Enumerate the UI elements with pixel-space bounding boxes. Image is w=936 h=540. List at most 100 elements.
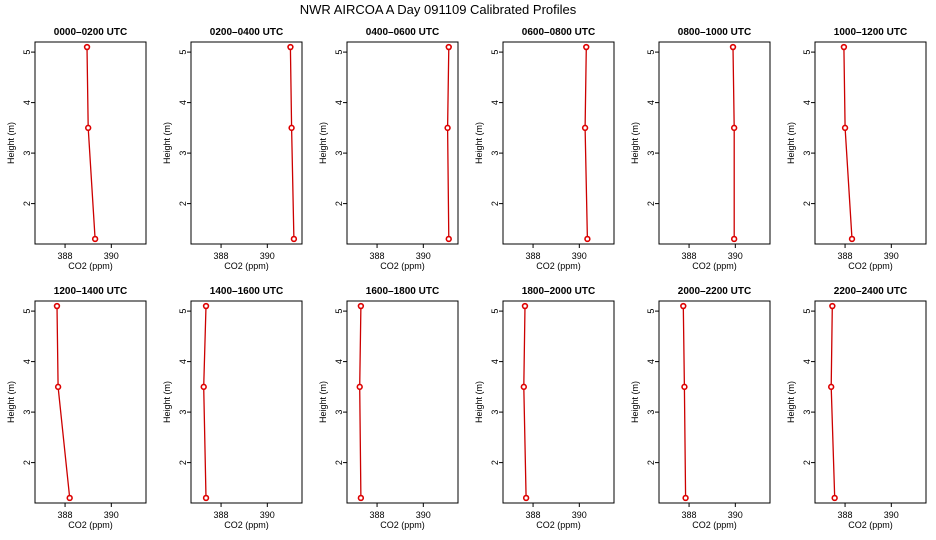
y-axis-label: Height (m) — [162, 122, 172, 164]
x-tick-label: 388 — [58, 251, 73, 261]
x-tick-label: 390 — [728, 510, 743, 520]
profile-line — [682, 306, 687, 498]
profile-point — [522, 494, 530, 502]
y-tick-label: 2 — [490, 201, 500, 206]
y-tick-label: 4 — [334, 100, 344, 105]
y-tick-label: 5 — [22, 309, 32, 314]
y-tick-label: 4 — [646, 100, 656, 105]
x-axis-label: CO2 (ppm) — [380, 261, 425, 271]
y-tick-label: 3 — [490, 151, 500, 156]
y-axis-label: Height (m) — [474, 122, 484, 164]
plot-frame — [814, 300, 927, 504]
y-tick-label: 2 — [334, 460, 344, 465]
y-tick-label: 4 — [22, 359, 32, 364]
profile-point — [730, 235, 738, 243]
y-tick-label: 4 — [178, 100, 188, 105]
profile-point — [84, 124, 92, 132]
y-axis-label: Height (m) — [630, 122, 640, 164]
profile-point — [827, 383, 835, 391]
profile-line — [289, 47, 295, 239]
profile-point — [444, 124, 451, 132]
x-tick-label: 388 — [682, 251, 697, 261]
profile-point — [584, 235, 591, 243]
profile-point — [290, 235, 298, 243]
plot-frame — [502, 300, 615, 504]
plot-frame — [34, 300, 147, 504]
y-tick-label: 2 — [22, 201, 32, 206]
panel-title: 2200–2400 UTC — [834, 286, 907, 297]
y-tick-label: 2 — [646, 460, 656, 465]
y-tick-label: 4 — [646, 359, 656, 364]
y-tick-label: 2 — [490, 460, 500, 465]
profile-point — [581, 124, 589, 132]
x-tick-label: 390 — [572, 251, 587, 261]
profile-point — [829, 302, 836, 310]
profile-point — [357, 302, 365, 310]
y-tick-label: 4 — [490, 359, 500, 364]
x-tick-label: 388 — [58, 510, 73, 520]
panel-title: 1600–1800 UTC — [366, 286, 439, 297]
profile-point — [682, 494, 689, 502]
plot-frame — [814, 41, 927, 245]
y-tick-label: 4 — [334, 359, 344, 364]
x-axis-label: CO2 (ppm) — [224, 261, 269, 271]
profile-point — [356, 383, 363, 391]
panel-grid: 0000–0200 UTC 388 390 2 3 4 5 CO2 (ppm) Height (… — [6, 27, 927, 530]
x-axis-label: CO2 (ppm) — [380, 520, 425, 530]
y-axis-label: Height (m) — [474, 381, 484, 423]
y-tick-label: 5 — [22, 50, 32, 55]
x-tick-label: 388 — [526, 510, 541, 520]
x-axis-label: CO2 (ppm) — [68, 520, 113, 530]
profile-point — [200, 383, 207, 391]
x-tick-label: 388 — [214, 510, 229, 520]
plot-frame — [502, 41, 615, 245]
y-tick-label: 3 — [22, 410, 32, 415]
y-tick-label: 3 — [334, 410, 344, 415]
y-axis-label: Height (m) — [6, 122, 16, 164]
profile-panel: 0000–0200 UTC 388 390 2 3 4 5 CO2 (ppm) Height (… — [6, 27, 147, 271]
x-tick-label: 388 — [682, 510, 697, 520]
profile-line — [843, 47, 853, 239]
x-axis-label: CO2 (ppm) — [692, 520, 737, 530]
x-tick-label: 390 — [572, 510, 587, 520]
profile-line — [446, 47, 450, 239]
y-tick-label: 5 — [334, 50, 344, 55]
x-tick-label: 390 — [104, 510, 119, 520]
panel-title: 0200–0400 UTC — [210, 27, 283, 38]
profile-point — [520, 383, 528, 391]
x-tick-label: 390 — [416, 510, 431, 520]
profile-point — [54, 383, 62, 391]
y-tick-label: 5 — [490, 50, 500, 55]
profile-point — [840, 43, 848, 51]
x-tick-label: 388 — [370, 251, 385, 261]
profile-point — [202, 494, 210, 502]
x-axis-label: CO2 (ppm) — [224, 520, 269, 530]
y-tick-label: 3 — [178, 151, 188, 156]
x-tick-label: 390 — [884, 510, 899, 520]
y-tick-label: 2 — [802, 460, 812, 465]
profile-point — [521, 302, 529, 310]
x-axis-label: CO2 (ppm) — [536, 261, 581, 271]
panel-title: 2000–2200 UTC — [678, 286, 751, 297]
x-tick-label: 388 — [370, 510, 385, 520]
y-tick-label: 5 — [802, 50, 812, 55]
profile-point — [445, 43, 452, 51]
profile-point — [841, 124, 849, 132]
profile-point — [848, 235, 856, 243]
profile-line — [830, 306, 836, 498]
plot-frame — [346, 41, 459, 245]
y-tick-label: 5 — [334, 309, 344, 314]
y-tick-label: 4 — [490, 100, 500, 105]
x-axis-label: CO2 (ppm) — [848, 520, 893, 530]
x-tick-label: 388 — [838, 510, 853, 520]
panel-title: 1000–1200 UTC — [834, 27, 907, 38]
x-tick-label: 390 — [884, 251, 899, 261]
y-tick-label: 4 — [178, 359, 188, 364]
y-tick-label: 5 — [646, 309, 656, 314]
y-tick-label: 5 — [646, 50, 656, 55]
y-tick-label: 3 — [22, 151, 32, 156]
profile-point — [729, 43, 737, 51]
profile-panel: 0200–0400 UTC 388 390 2 3 4 5 CO2 (ppm) Height (… — [162, 27, 303, 271]
plot-frame — [658, 41, 771, 245]
profile-panel: 1800–2000 UTC 388 390 2 3 4 5 CO2 (ppm) Height (… — [474, 286, 615, 530]
